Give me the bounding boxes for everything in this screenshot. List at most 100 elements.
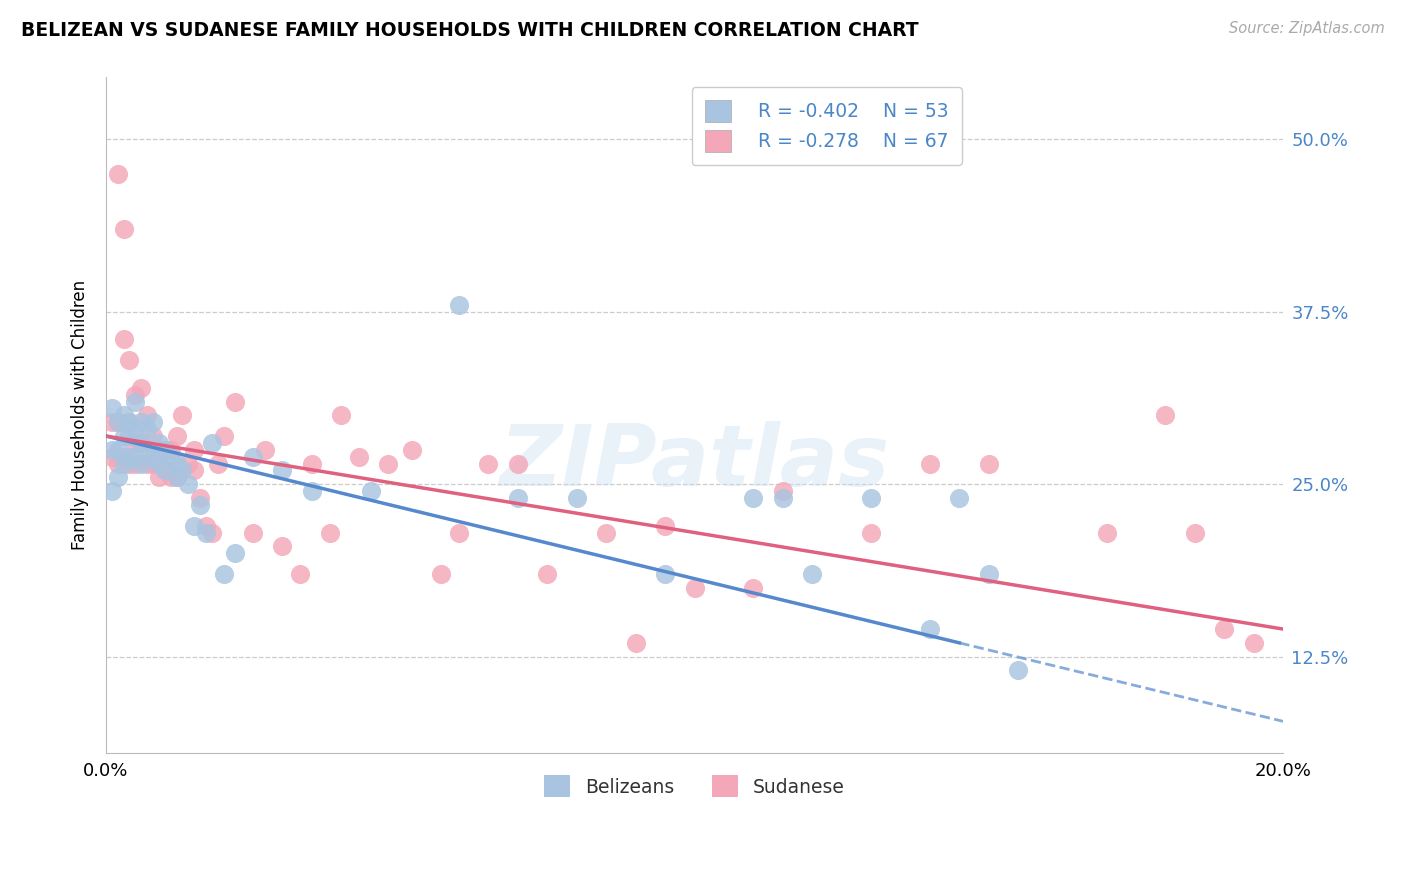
Point	[107, 167, 129, 181]
Point	[188, 491, 211, 505]
Point	[977, 457, 1000, 471]
Point	[212, 429, 235, 443]
Point	[124, 394, 146, 409]
Point	[129, 415, 152, 429]
Point	[918, 622, 941, 636]
Point	[977, 566, 1000, 581]
Point	[194, 525, 217, 540]
Point	[183, 463, 205, 477]
Point	[129, 457, 152, 471]
Point	[166, 457, 188, 471]
Point	[136, 457, 159, 471]
Point	[148, 442, 170, 457]
Point	[124, 457, 146, 471]
Point	[271, 463, 294, 477]
Point	[177, 457, 200, 471]
Point	[948, 491, 970, 505]
Point	[212, 566, 235, 581]
Point	[129, 381, 152, 395]
Point	[148, 470, 170, 484]
Point	[177, 477, 200, 491]
Point	[118, 415, 141, 429]
Point	[565, 491, 588, 505]
Y-axis label: Family Households with Children: Family Households with Children	[72, 280, 89, 550]
Point	[166, 429, 188, 443]
Point	[194, 518, 217, 533]
Legend: Belizeans, Sudanese: Belizeans, Sudanese	[537, 768, 852, 805]
Point	[772, 484, 794, 499]
Point	[1154, 409, 1177, 423]
Point	[301, 457, 323, 471]
Text: BELIZEAN VS SUDANESE FAMILY HOUSEHOLDS WITH CHILDREN CORRELATION CHART: BELIZEAN VS SUDANESE FAMILY HOUSEHOLDS W…	[21, 21, 918, 39]
Point	[159, 442, 181, 457]
Point	[101, 415, 124, 429]
Point	[801, 566, 824, 581]
Point	[449, 525, 471, 540]
Point	[148, 457, 170, 471]
Point	[172, 463, 194, 477]
Point	[142, 429, 165, 443]
Point	[242, 450, 264, 464]
Point	[166, 470, 188, 484]
Point	[918, 457, 941, 471]
Text: Source: ZipAtlas.com: Source: ZipAtlas.com	[1229, 21, 1385, 36]
Point	[136, 422, 159, 436]
Point	[1213, 622, 1236, 636]
Point	[142, 450, 165, 464]
Point	[107, 442, 129, 457]
Point	[624, 636, 647, 650]
Point	[595, 525, 617, 540]
Point	[124, 436, 146, 450]
Point	[242, 525, 264, 540]
Point	[401, 442, 423, 457]
Point	[112, 457, 135, 471]
Point	[112, 222, 135, 236]
Point	[166, 470, 188, 484]
Point	[506, 457, 529, 471]
Point	[112, 409, 135, 423]
Point	[347, 450, 370, 464]
Point	[153, 442, 176, 457]
Point	[101, 442, 124, 457]
Point	[148, 436, 170, 450]
Point	[742, 491, 765, 505]
Point	[142, 415, 165, 429]
Point	[377, 457, 399, 471]
Point	[107, 457, 129, 471]
Point	[1243, 636, 1265, 650]
Point	[477, 457, 499, 471]
Point	[271, 539, 294, 553]
Point	[172, 409, 194, 423]
Point	[101, 484, 124, 499]
Point	[129, 436, 152, 450]
Point	[136, 442, 159, 457]
Point	[360, 484, 382, 499]
Point	[107, 415, 129, 429]
Point	[330, 409, 353, 423]
Point	[153, 463, 176, 477]
Point	[159, 450, 181, 464]
Point	[301, 484, 323, 499]
Point	[201, 436, 224, 450]
Point	[112, 429, 135, 443]
Point	[224, 394, 246, 409]
Point	[318, 525, 340, 540]
Point	[742, 581, 765, 595]
Point	[112, 333, 135, 347]
Point	[124, 387, 146, 401]
Point	[860, 491, 883, 505]
Point	[654, 566, 676, 581]
Point	[207, 457, 229, 471]
Point	[1095, 525, 1118, 540]
Point	[224, 546, 246, 560]
Point	[201, 525, 224, 540]
Point	[506, 491, 529, 505]
Point	[683, 581, 706, 595]
Point	[129, 436, 152, 450]
Point	[112, 450, 135, 464]
Point	[183, 518, 205, 533]
Point	[449, 298, 471, 312]
Point	[142, 457, 165, 471]
Point	[159, 470, 181, 484]
Point	[101, 450, 124, 464]
